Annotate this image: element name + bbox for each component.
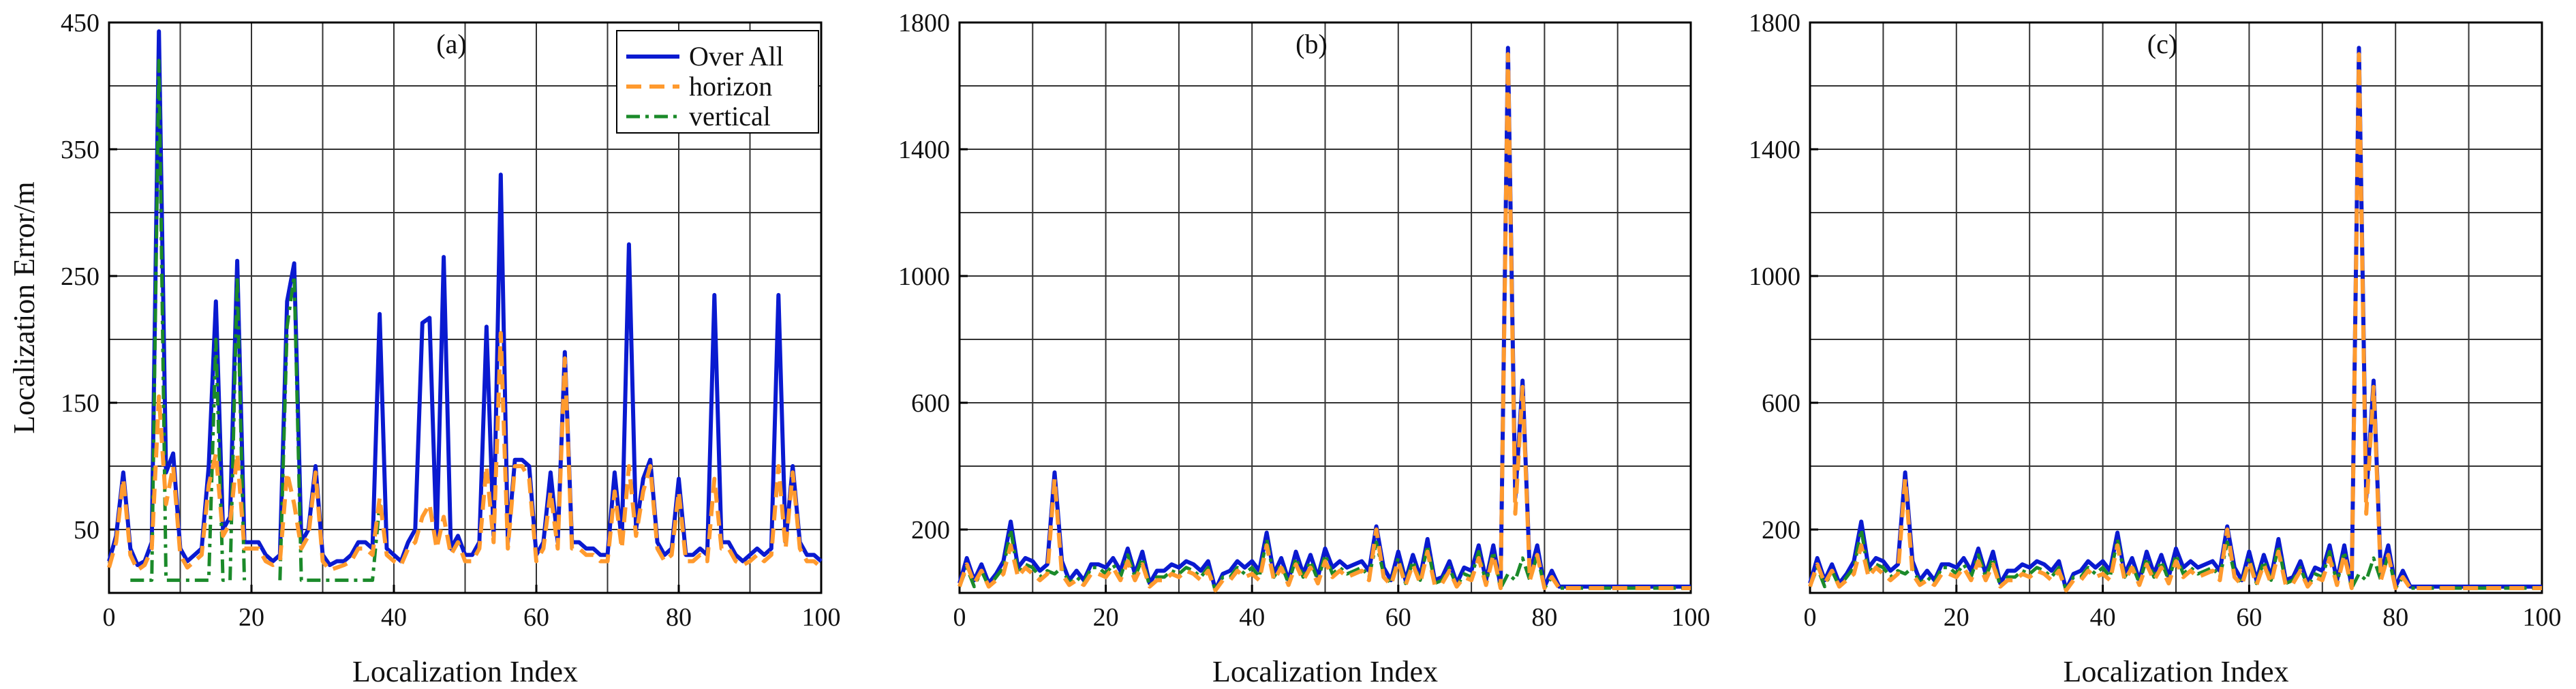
panel-label: (b) — [1295, 29, 1328, 59]
y-tick-label: 350 — [61, 136, 99, 164]
x-tick-label: 0 — [1804, 603, 1817, 632]
plot-frame — [1809, 21, 2543, 594]
legend-label: Over All — [689, 41, 784, 72]
y-tick-label: 600 — [911, 389, 950, 418]
legend-label: vertical — [689, 101, 771, 132]
y-tick-label: 250 — [61, 262, 99, 291]
x-tick-label: 0 — [103, 603, 116, 632]
y-tick-label: 1400 — [1749, 136, 1800, 164]
chart-panel-1: 0 20 40 60 80 100 50 150 250 350 450 Localization I… — [7, 9, 841, 688]
y-tick-label: 600 — [1762, 389, 1800, 418]
series-line-over-all — [107, 29, 823, 568]
chart-panel-2: 0 20 40 60 80 100 200 600 1000 1400 1800 Localizati… — [898, 9, 1711, 688]
series-line-vertical — [130, 59, 382, 582]
y-axis-label: Localization Error/m — [7, 181, 41, 433]
y-tick-label: 1000 — [898, 262, 950, 291]
x-axis-label: Localization Index — [352, 655, 578, 688]
x-axis-label: Localization Index — [2063, 655, 2288, 688]
y-tick-label: 450 — [61, 9, 99, 37]
x-tick-label: 100 — [2523, 603, 2562, 632]
x-tick-label: 40 — [1239, 603, 1265, 632]
x-tick-label: 60 — [2236, 603, 2262, 632]
y-tick-label: 200 — [1762, 516, 1800, 545]
x-tick-label: 40 — [2090, 603, 2116, 632]
plot-frame — [958, 21, 1692, 594]
series-line-horizon — [107, 331, 823, 572]
y-tick-label: 1400 — [898, 136, 950, 164]
y-tick-label: 1000 — [1749, 262, 1800, 291]
x-tick-label: 40 — [381, 603, 407, 632]
y-tick-label: 50 — [74, 516, 99, 545]
x-tick-label: 80 — [1531, 603, 1557, 632]
y-tick-label: 1800 — [1749, 9, 1800, 37]
x-tick-label: 80 — [2382, 603, 2408, 632]
y-tick-label: 150 — [61, 389, 99, 418]
chart-panel-3: 0 20 40 60 80 100 200 600 1000 1400 1800 Localizati… — [1749, 9, 2562, 688]
panel-label: (a) — [436, 29, 466, 59]
y-tick-label: 200 — [911, 516, 950, 545]
x-axis-label: Localization Index — [1212, 655, 1438, 688]
x-tick-label: 100 — [1672, 603, 1711, 632]
plot-frame — [108, 21, 823, 594]
x-tick-label: 100 — [802, 603, 841, 632]
x-tick-label: 20 — [1093, 603, 1119, 632]
x-tick-label: 60 — [1385, 603, 1411, 632]
x-tick-label: 20 — [1944, 603, 1969, 632]
legend-label: horizon — [689, 71, 772, 102]
series-line-horizon — [1808, 52, 2542, 593]
x-tick-label: 80 — [666, 603, 692, 632]
panel-label: (c) — [2147, 29, 2177, 59]
x-tick-label: 20 — [239, 603, 264, 632]
series-line-horizon — [957, 52, 1691, 593]
x-tick-label: 60 — [523, 603, 549, 632]
legend-box — [616, 30, 819, 134]
y-tick-label: 1800 — [898, 9, 950, 37]
x-tick-label: 0 — [953, 603, 966, 632]
